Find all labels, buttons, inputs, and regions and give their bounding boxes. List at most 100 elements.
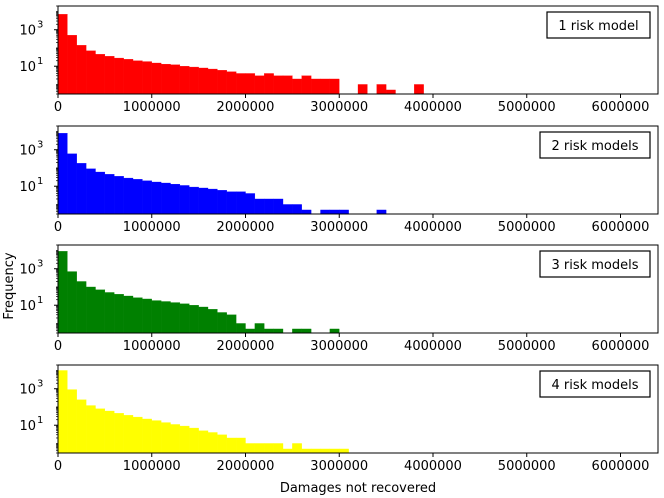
histogram-bar <box>282 75 293 95</box>
histogram-bar <box>273 198 284 215</box>
histogram-bar <box>310 78 321 95</box>
histogram-bar <box>254 198 265 215</box>
histogram-bar <box>217 434 227 454</box>
histogram-bar <box>273 328 284 334</box>
x-tick-label: 2000000 <box>217 220 275 235</box>
legend-label: 4 risk models <box>551 378 638 393</box>
histogram-bar <box>207 432 218 454</box>
histogram-bar <box>151 300 162 334</box>
y-tick-exponent: 3 <box>37 379 43 390</box>
histogram-bar <box>170 302 181 334</box>
histogram-bar <box>310 448 321 454</box>
x-tick-label: 1000000 <box>123 100 181 115</box>
y-tick-exponent: 1 <box>37 56 43 67</box>
histogram-bar <box>226 314 237 334</box>
histogram-bar <box>264 328 274 334</box>
histogram-bar <box>104 174 115 215</box>
histogram-bar <box>85 405 96 454</box>
histogram-bar <box>76 281 87 334</box>
histogram-bar <box>264 73 274 95</box>
histogram-bar <box>376 209 387 215</box>
panels-group: 0 1000000 2000000 3000000 4000000 5000000 6000… <box>19 5 659 474</box>
histogram-bar <box>85 168 96 215</box>
histogram-bar <box>282 448 293 454</box>
histogram-bar <box>151 420 162 454</box>
histogram-bar <box>160 63 171 95</box>
histogram-bar <box>273 75 284 95</box>
histogram-bar <box>160 422 171 454</box>
histogram-bar <box>160 182 171 215</box>
x-tick-label: 2000000 <box>217 339 275 354</box>
histogram-bar <box>339 209 349 215</box>
panel-1: 0 1000000 2000000 3000000 4000000 5000000 6000… <box>19 5 659 115</box>
histogram-bar <box>179 66 190 95</box>
x-tick-label: 0 <box>54 220 62 235</box>
x-tick-label: 3000000 <box>310 339 368 354</box>
legend-label: 2 risk models <box>551 139 638 154</box>
panel-4: 0 1000000 2000000 3000000 4000000 5000000 6000… <box>19 364 659 474</box>
histogram-bar <box>217 312 227 334</box>
histogram-bar <box>85 286 96 334</box>
y-tick-label: 10 <box>19 299 36 314</box>
y-axis-title: Frequency <box>2 252 17 319</box>
histogram-bar <box>85 50 96 95</box>
histogram-bar <box>114 413 124 454</box>
histogram-bar <box>254 323 265 334</box>
histogram-bar <box>301 75 312 95</box>
histogram-bar <box>76 45 87 95</box>
histogram-bar <box>151 62 162 95</box>
x-tick-label: 5000000 <box>498 100 556 115</box>
y-tick-label: 10 <box>19 24 36 39</box>
y-tick-exponent: 1 <box>37 415 43 426</box>
histogram-bar <box>320 78 331 95</box>
histogram-bar <box>198 430 209 454</box>
histogram-bar <box>67 35 77 95</box>
histogram-bar <box>179 303 190 334</box>
histogram-bar <box>67 271 77 334</box>
x-tick-label: 5000000 <box>498 459 556 474</box>
histogram-bar <box>76 399 87 454</box>
histogram-bar <box>207 188 218 215</box>
histogram-bar <box>179 425 190 454</box>
x-tick-label: 3000000 <box>310 100 368 115</box>
x-tick-label: 6000000 <box>592 100 650 115</box>
histogram-bar <box>142 418 152 454</box>
histogram-bar <box>95 54 106 95</box>
legend-box <box>539 131 651 159</box>
histogram-bar <box>132 416 143 454</box>
histogram-bar <box>104 410 115 454</box>
y-tick-label: 10 <box>19 144 36 159</box>
histogram-bar <box>226 437 237 454</box>
histogram-bar <box>160 301 171 334</box>
histogram-bar <box>142 298 152 334</box>
x-tick-label: 0 <box>54 100 62 115</box>
histogram-bar <box>320 209 331 215</box>
x-tick-label: 6000000 <box>592 459 650 474</box>
histogram-bar <box>376 84 387 95</box>
histogram-bar <box>76 163 87 215</box>
histogram-bar <box>57 133 68 215</box>
x-tick-label: 4000000 <box>404 100 462 115</box>
x-tick-label: 1000000 <box>123 339 181 354</box>
x-tick-label: 2000000 <box>217 100 275 115</box>
x-tick-label: 1000000 <box>123 220 181 235</box>
histogram-bar <box>114 57 124 95</box>
x-tick-label: 1000000 <box>123 459 181 474</box>
histogram-bar <box>132 179 143 215</box>
histogram-bar <box>254 443 265 454</box>
histogram-bar <box>357 84 368 95</box>
histogram-bar <box>245 328 256 334</box>
histogram-bar <box>226 191 237 215</box>
histogram-bar <box>95 289 106 334</box>
histogram-bar <box>414 84 424 95</box>
histogram-bar <box>132 297 143 334</box>
y-tick-exponent: 1 <box>37 295 43 306</box>
histogram-bar <box>301 448 312 454</box>
histogram-bar <box>329 209 340 215</box>
histogram-bar <box>132 60 143 95</box>
legend-label: 3 risk models <box>551 258 638 273</box>
histogram-bar <box>179 185 190 215</box>
x-axis-title: Damages not recovered <box>280 481 436 496</box>
histogram-bar <box>235 73 246 95</box>
histogram-bar <box>329 448 340 454</box>
